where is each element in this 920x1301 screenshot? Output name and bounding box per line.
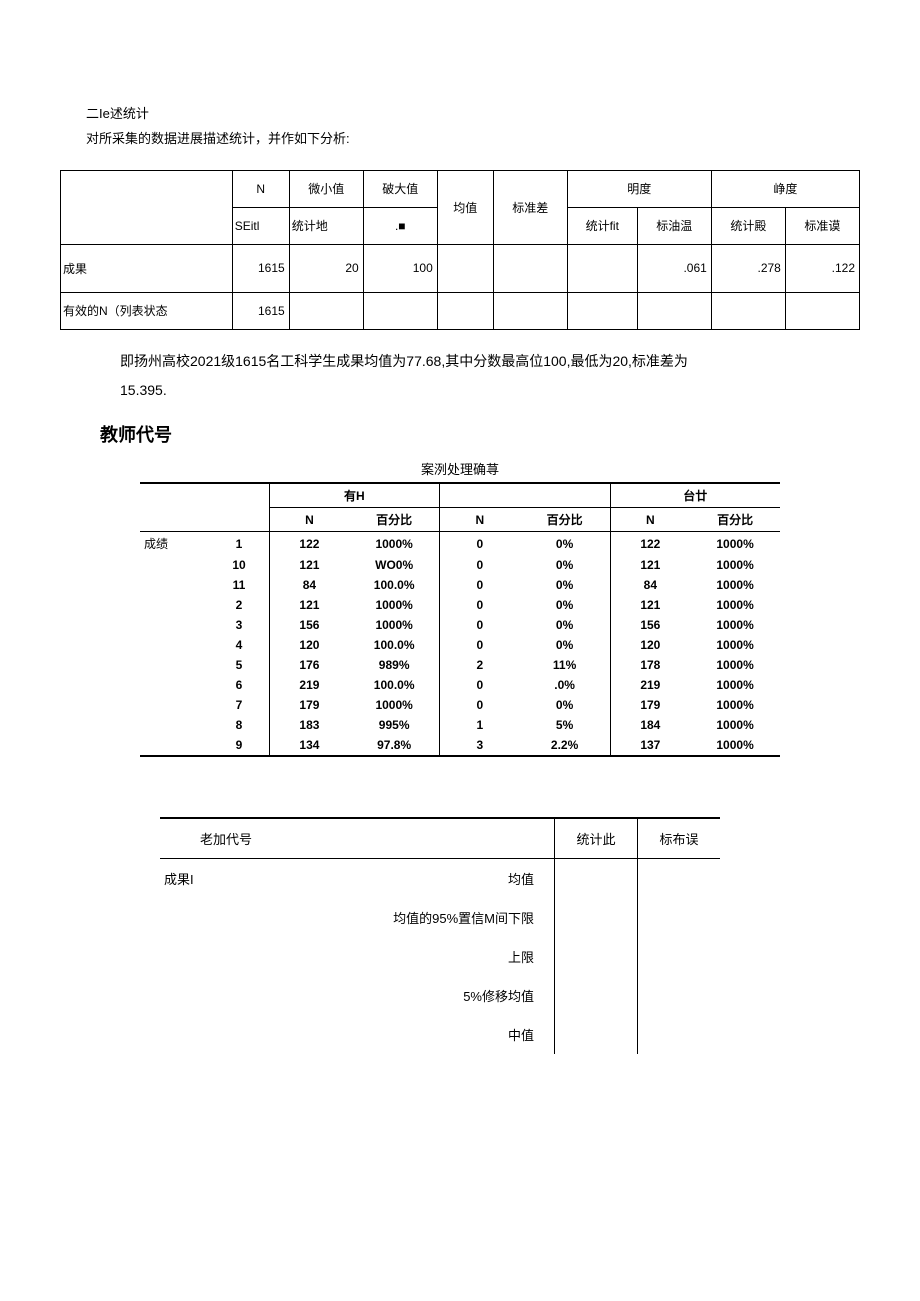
sub-stat3: 统计殿 <box>711 207 785 244</box>
case-row: 31561000%00%1561000% <box>140 615 780 635</box>
case-row: 21211000%00%1211000% <box>140 595 780 615</box>
case-row: 10121WO0%00%1211000% <box>140 555 780 575</box>
col-n: N <box>232 170 289 207</box>
case-row: 6219100.0%0.0%2191000% <box>140 675 780 695</box>
sub-se2: 标油温 <box>637 207 711 244</box>
teacher-heading: 教师代号 <box>100 421 860 447</box>
intro-line-2: 对所采集的数据进展描述统计，并作如下分析: <box>60 129 860 150</box>
se-header: 标布误 <box>638 818 721 859</box>
group-valid: 有H <box>269 483 439 508</box>
case-processing-table: 有H 台廿 N 百分比 N 百分比 N 百分比 成绩11221000%00%12… <box>140 482 780 757</box>
teacher-code-header: 老加代号 <box>160 818 555 859</box>
col-skew: 明度 <box>567 170 711 207</box>
table2-caption: 案洌处理确荨 <box>60 459 860 478</box>
sub-se3: 标准谟 <box>785 207 859 244</box>
case-row: 1184100.0%00%841000% <box>140 575 780 595</box>
sub-n: SEitl <box>232 207 289 244</box>
group-missing <box>440 483 610 508</box>
col-std: 标准差 <box>493 170 567 244</box>
sub-stat2: 统计fit <box>567 207 637 244</box>
sub-stat1: 统计地 <box>289 207 363 244</box>
sub-dot: .■ <box>363 207 437 244</box>
descriptives-by-teacher-table: 老加代号 统计此 标布误 成果I 均值 均值的95%置信M间下限 上限 5%修移… <box>160 817 720 1054</box>
result-text-1: 即扬州高校2021级1615名工科学生成果均值为77.68,其中分数最高位100… <box>120 350 860 374</box>
descriptive-stats-table: N 微小值 破大值 均值 标准差 明度 峥度 SEitl 统计地 .■ 统计fi… <box>60 170 860 330</box>
case-row: 成绩11221000%00%1221000% <box>140 532 780 556</box>
case-row: 8183995%15%1841000% <box>140 715 780 735</box>
case-row: 71791000%00%1791000% <box>140 695 780 715</box>
result-text-2: 15.395. <box>120 379 860 403</box>
result-row-label: 成果I <box>160 859 230 899</box>
col-min: 微小值 <box>289 170 363 207</box>
group-total: 台廿 <box>610 483 780 508</box>
col-kurt: 峥度 <box>711 170 859 207</box>
stat-header: 统计此 <box>555 818 638 859</box>
case-row: 5176989%211%1781000% <box>140 655 780 675</box>
case-row: 913497.8%32.2%1371000% <box>140 735 780 756</box>
case-row: 4120100.0%00%1201000% <box>140 635 780 655</box>
intro-line-1: 二Ie述统计 <box>60 104 860 125</box>
stats-row-2: 有效的N（列表状态 1615 <box>61 292 860 329</box>
col-max: 破大值 <box>363 170 437 207</box>
stats-row-1: 成果 1615 20 100 .061 .278 .122 <box>61 244 860 292</box>
col-mean: 均值 <box>437 170 493 244</box>
